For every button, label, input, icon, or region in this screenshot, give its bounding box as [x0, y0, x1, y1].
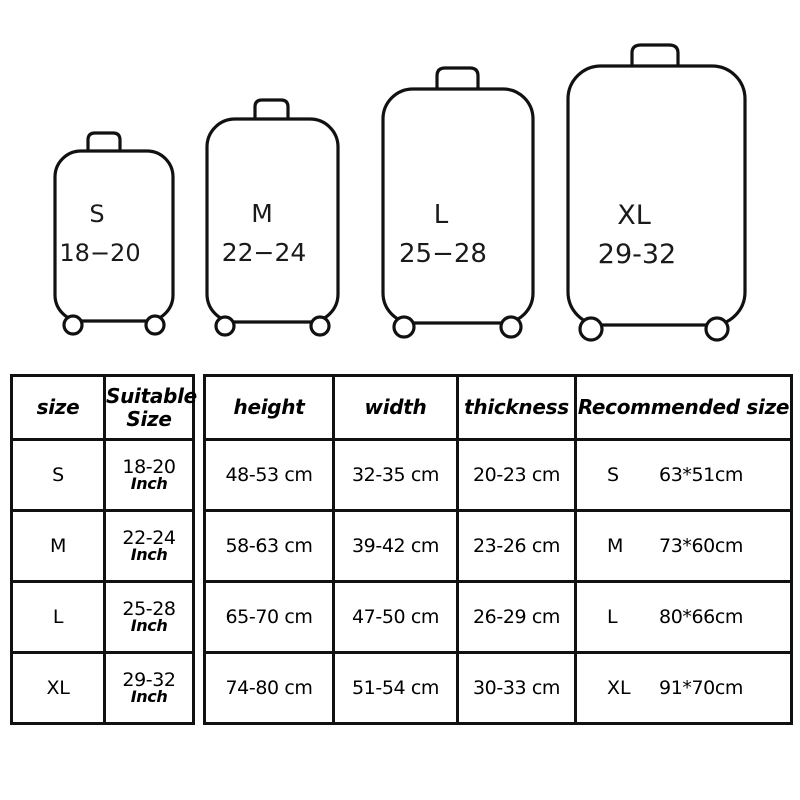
dimension-table: height width thickness Recommended size …: [203, 374, 793, 725]
rec-size-dimension: 91*70cm: [659, 677, 744, 699]
suitcase-extra-large-body: [566, 64, 747, 327]
suitcase-medium-size-text: M: [251, 199, 273, 228]
cell-recommended-size: S 63*51cm: [574, 438, 793, 512]
suitcase-extra-large-wheel-left: [578, 316, 604, 342]
suitable-unit: Inch: [130, 474, 168, 494]
suitcase-extra-large-handle: [630, 43, 680, 70]
header-thickness: thickness: [456, 374, 577, 441]
suitcase-small-handle: [86, 131, 122, 154]
table-row: 58-63 cm 39-42 cm 23-26 cm M 73*60cm: [203, 509, 793, 583]
cell-height: 74-80 cm: [203, 651, 335, 725]
header-suitable-size: Suitable Size: [103, 374, 197, 441]
cell-size: S: [10, 438, 106, 512]
suitcase-large-wheel-left: [392, 315, 416, 339]
suitcase-extra-large-size-text: XL: [617, 200, 651, 231]
luggage-illustration: S 18−20 M 22−24 L 25−28 XL: [0, 0, 800, 360]
cell-width: 51-54 cm: [332, 651, 459, 725]
cell-suitable-size: 25-28 Inch: [103, 580, 195, 654]
header-recommended-size: Recommended size: [574, 374, 793, 441]
cell-suitable-size: 22-24 Inch: [103, 509, 195, 583]
rec-size-letter: L: [607, 606, 618, 628]
table-row: S 18-20 Inch: [10, 438, 195, 512]
table-row: 65-70 cm 47-50 cm 26-29 cm L 80*66cm: [203, 580, 793, 654]
cell-recommended-size: XL 91*70cm: [574, 651, 793, 725]
cell-height: 65-70 cm: [203, 580, 335, 654]
cell-suitable-size: 18-20 Inch: [103, 438, 195, 512]
rec-size-letter: XL: [607, 677, 631, 699]
cell-recommended-size: M 73*60cm: [574, 509, 793, 583]
table-row: L 25-28 Inch: [10, 580, 195, 654]
rec-size-letter: S: [607, 464, 620, 486]
rec-size-letter: M: [607, 535, 624, 557]
cell-size: L: [10, 580, 106, 654]
table-header-row: height width thickness Recommended size: [203, 374, 793, 441]
suitcase-small-size-text: S: [89, 200, 104, 228]
suitcase-medium-inches-text: 22−24: [222, 238, 307, 267]
cell-width: 47-50 cm: [332, 580, 459, 654]
suitable-unit: Inch: [130, 545, 168, 565]
cell-size: M: [10, 509, 106, 583]
cell-thickness: 30-33 cm: [456, 651, 577, 725]
suitcase-large-body: [381, 87, 535, 325]
suitcase-medium-wheel-right: [309, 315, 331, 337]
suitcase-medium-handle: [253, 98, 290, 122]
suitcase-small-wheel-left: [62, 314, 84, 336]
suitcase-small: S 18−20: [53, 131, 175, 336]
suitable-range: 29-32: [122, 669, 176, 692]
suitcase-small-inches-text: 18−20: [59, 239, 140, 267]
suitable-unit: Inch: [130, 687, 168, 707]
table-header-row: size Suitable Size: [10, 374, 197, 441]
suitcase-extra-large-wheel-right: [704, 316, 730, 342]
table-row: M 22-24 Inch: [10, 509, 195, 583]
header-size: size: [10, 374, 106, 441]
cell-recommended-size: L 80*66cm: [574, 580, 793, 654]
cell-width: 32-35 cm: [332, 438, 459, 512]
suitcase-medium: M 22−24: [205, 98, 340, 337]
size-table: size Suitable Size S 18-20 Inch M 22-24 …: [10, 374, 197, 725]
suitcase-extra-large: XL 29-32: [566, 43, 747, 342]
suitcase-large-inches-text: 25−28: [399, 239, 487, 269]
header-width: width: [332, 374, 459, 441]
rec-size-dimension: 63*51cm: [659, 464, 744, 486]
cell-size: XL: [10, 651, 106, 725]
table-row: XL 29-32 Inch: [10, 651, 195, 725]
suitcase-medium-body: [205, 117, 340, 324]
table-row: 48-53 cm 32-35 cm 20-23 cm S 63*51cm: [203, 438, 793, 512]
suitcase-small-wheel-right: [144, 314, 166, 336]
suitable-range: 22-24: [122, 527, 176, 550]
cell-thickness: 20-23 cm: [456, 438, 577, 512]
suitcase-large: L 25−28: [381, 66, 535, 339]
suitcase-extra-large-inches-text: 29-32: [598, 239, 676, 270]
suitcase-large-size-text: L: [434, 200, 449, 230]
header-height: height: [203, 374, 335, 441]
cell-suitable-size: 29-32 Inch: [103, 651, 195, 725]
rec-size-dimension: 80*66cm: [659, 606, 744, 628]
suitcase-large-wheel-right: [499, 315, 523, 339]
suitable-unit: Inch: [130, 616, 168, 636]
cell-width: 39-42 cm: [332, 509, 459, 583]
suitable-range: 25-28: [122, 598, 176, 621]
suitcase-large-handle: [435, 66, 480, 92]
cell-thickness: 26-29 cm: [456, 580, 577, 654]
table-row: 74-80 cm 51-54 cm 30-33 cm XL 91*70cm: [203, 651, 793, 725]
cell-height: 58-63 cm: [203, 509, 335, 583]
rec-size-dimension: 73*60cm: [659, 535, 744, 557]
suitcase-medium-wheel-left: [214, 315, 236, 337]
cell-thickness: 23-26 cm: [456, 509, 577, 583]
cell-height: 48-53 cm: [203, 438, 335, 512]
suitable-range: 18-20: [122, 456, 176, 479]
suitcase-small-body: [53, 149, 175, 323]
